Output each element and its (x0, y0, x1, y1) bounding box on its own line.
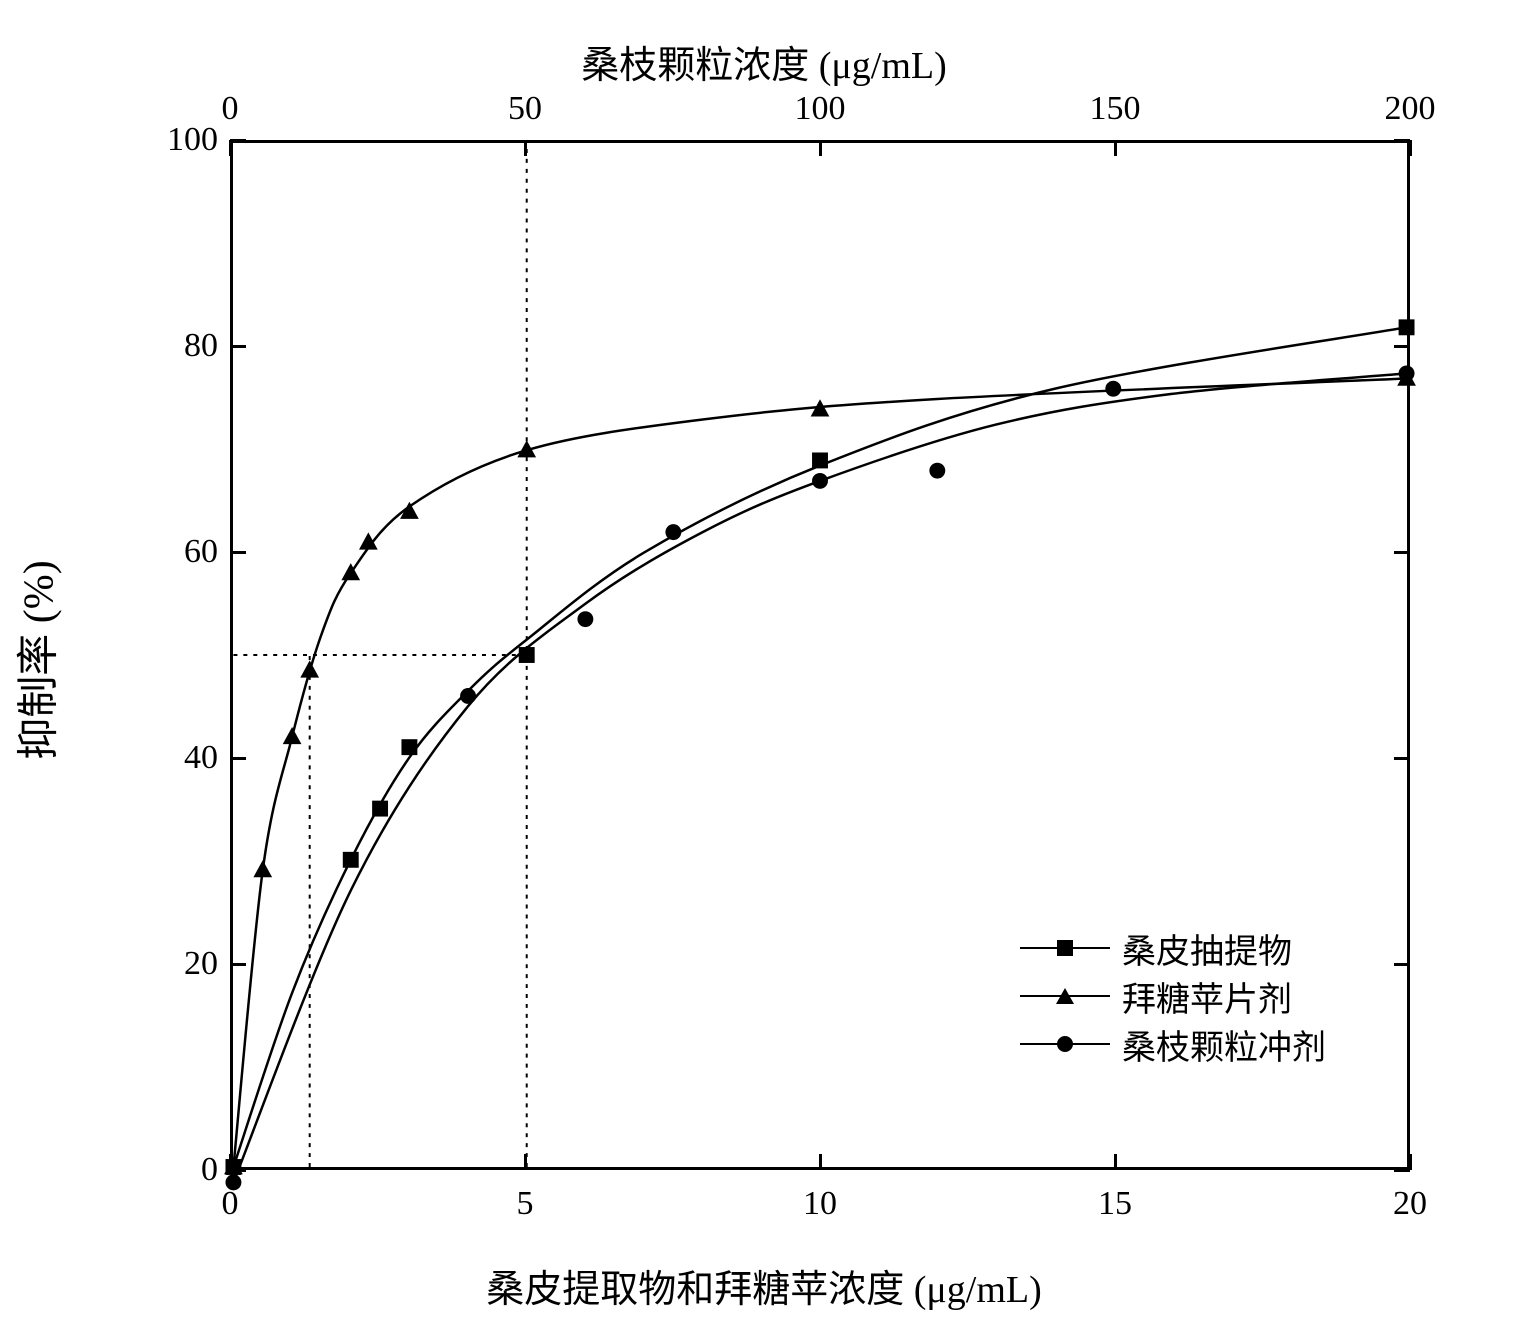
legend-label: 拜糖苹片剂 (1122, 972, 1292, 1021)
circle-marker-icon (1056, 1035, 1074, 1053)
legend-line (1020, 1043, 1110, 1045)
y-tick-label: 40 (118, 739, 218, 777)
x-bottom-tick-label: 15 (1098, 1185, 1132, 1223)
square-marker-icon (1399, 319, 1415, 335)
circle-marker-icon (1105, 381, 1121, 397)
legend-item-baitang: 拜糖苹片剂 (1020, 972, 1326, 1020)
x-bottom-tick-mark (229, 1154, 232, 1170)
y-tick-mark (230, 1169, 246, 1172)
y-tick-mark-right (1394, 1169, 1410, 1172)
y-tick-mark-right (1394, 551, 1410, 554)
legend-line (1020, 995, 1110, 997)
x-bottom-tick-mark (524, 1154, 527, 1170)
legend-label: 桑枝颗粒冲剂 (1122, 1020, 1326, 1069)
circle-marker-icon (1399, 365, 1415, 381)
x-top-tick-label: 150 (1090, 90, 1141, 128)
y-tick-mark-right (1394, 139, 1410, 142)
circle-marker-icon (577, 611, 593, 627)
x-top-tick-mark (229, 140, 232, 156)
x-top-tick-label: 200 (1385, 90, 1436, 128)
y-tick-mark (230, 139, 246, 142)
square-marker-icon (372, 801, 388, 817)
x-top-tick-mark (1114, 140, 1117, 156)
square-marker-icon (1056, 939, 1074, 957)
x-top-tick-mark (819, 140, 822, 156)
triangle-marker-icon (253, 860, 272, 877)
y-tick-mark-right (1394, 757, 1410, 760)
legend: 桑皮抽提物 拜糖苹片剂 桑枝颗粒冲剂 (1006, 910, 1348, 1082)
y-tick-mark-right (1394, 345, 1410, 348)
square-marker-icon (401, 739, 417, 755)
y-tick-label: 20 (118, 945, 218, 983)
y-tick-mark-right (1394, 963, 1410, 966)
x-bottom-tick-mark (1409, 1154, 1412, 1170)
x-bottom-tick-mark (1114, 1154, 1117, 1170)
x-bottom-tick-mark (819, 1154, 822, 1170)
circle-marker-icon (929, 463, 945, 479)
x-top-tick-label: 50 (508, 90, 542, 128)
x-bottom-tick-label: 10 (803, 1185, 837, 1223)
circle-marker-icon (460, 688, 476, 704)
chart-container: 桑枝颗粒浓度 (μg/mL) 桑皮提取物和拜糖苹浓度 (μg/mL) 抑制率 (… (0, 0, 1528, 1332)
y-tick-mark (230, 345, 246, 348)
circle-marker-icon (812, 473, 828, 489)
x-top-tick-mark (524, 140, 527, 156)
y-tick-label: 0 (118, 1151, 218, 1189)
triangle-marker-icon (300, 660, 319, 677)
y-tick-mark (230, 551, 246, 554)
y-tick-mark (230, 757, 246, 760)
triangle-marker-icon (1055, 987, 1075, 1005)
y-tick-mark (230, 963, 246, 966)
top-axis-title: 桑枝颗粒浓度 (μg/mL) (0, 34, 1528, 89)
legend-label: 桑皮抽提物 (1122, 924, 1292, 973)
y-tick-label: 80 (118, 327, 218, 365)
circle-marker-icon (665, 524, 681, 540)
y-axis-title: 抑制率 (%) (5, 560, 66, 759)
legend-line (1020, 947, 1110, 949)
triangle-marker-icon (283, 727, 302, 744)
y-tick-label: 100 (118, 121, 218, 159)
x-top-tick-mark (1409, 140, 1412, 156)
x-top-tick-label: 100 (795, 90, 846, 128)
legend-item-sangzhi: 桑枝颗粒冲剂 (1020, 1020, 1326, 1068)
legend-item-sangpi: 桑皮抽提物 (1020, 924, 1326, 972)
x-bottom-tick-label: 0 (222, 1185, 239, 1223)
square-marker-icon (812, 452, 828, 468)
x-bottom-tick-label: 20 (1393, 1185, 1427, 1223)
triangle-marker-icon (341, 563, 360, 580)
square-marker-icon (343, 852, 359, 868)
bottom-axis-title: 桑皮提取物和拜糖苹浓度 (μg/mL) (0, 1258, 1528, 1313)
x-top-tick-label: 0 (222, 90, 239, 128)
x-bottom-tick-label: 5 (517, 1185, 534, 1223)
y-tick-label: 60 (118, 533, 218, 571)
